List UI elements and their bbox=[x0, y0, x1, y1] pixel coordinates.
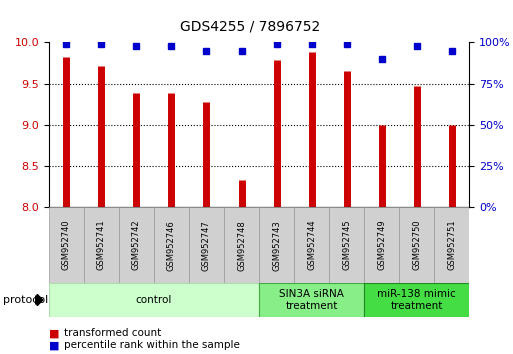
Bar bbox=[259, 207, 294, 283]
Text: GSM952744: GSM952744 bbox=[307, 220, 316, 270]
Bar bbox=[329, 207, 364, 283]
FancyArrow shape bbox=[35, 294, 43, 306]
Text: GSM952745: GSM952745 bbox=[342, 220, 351, 270]
Text: ■: ■ bbox=[49, 329, 59, 338]
Text: control: control bbox=[136, 295, 172, 305]
Bar bbox=[259, 283, 364, 317]
Bar bbox=[119, 207, 154, 283]
Text: GSM952740: GSM952740 bbox=[62, 220, 71, 270]
Bar bbox=[224, 207, 259, 283]
Text: GSM952751: GSM952751 bbox=[447, 220, 457, 270]
Bar bbox=[294, 207, 329, 283]
Text: GSM952741: GSM952741 bbox=[97, 220, 106, 270]
Text: GSM952743: GSM952743 bbox=[272, 220, 281, 270]
Text: GSM952742: GSM952742 bbox=[132, 220, 141, 270]
Text: GDS4255 / 7896752: GDS4255 / 7896752 bbox=[180, 19, 320, 34]
Text: percentile rank within the sample: percentile rank within the sample bbox=[64, 340, 240, 350]
Bar bbox=[49, 207, 84, 283]
Bar bbox=[435, 207, 469, 283]
Text: SIN3A siRNA
treatment: SIN3A siRNA treatment bbox=[279, 289, 344, 311]
Bar bbox=[399, 207, 435, 283]
Bar bbox=[189, 207, 224, 283]
Bar bbox=[49, 283, 259, 317]
Text: GSM952747: GSM952747 bbox=[202, 220, 211, 270]
Bar bbox=[154, 207, 189, 283]
Bar bbox=[364, 207, 399, 283]
Bar bbox=[364, 283, 469, 317]
Text: GSM952746: GSM952746 bbox=[167, 220, 176, 270]
Text: ■: ■ bbox=[49, 340, 59, 350]
Text: transformed count: transformed count bbox=[64, 329, 162, 338]
Text: GSM952749: GSM952749 bbox=[377, 220, 386, 270]
Text: GSM952750: GSM952750 bbox=[412, 220, 421, 270]
Text: miR-138 mimic
treatment: miR-138 mimic treatment bbox=[378, 289, 456, 311]
Text: protocol: protocol bbox=[3, 295, 48, 305]
Bar bbox=[84, 207, 119, 283]
Text: GSM952748: GSM952748 bbox=[237, 220, 246, 270]
